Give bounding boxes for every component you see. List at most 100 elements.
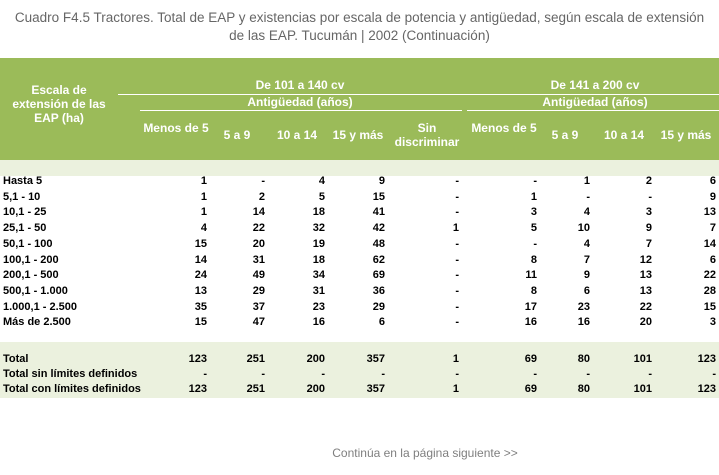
subheader-antiguedad-2: Antigüedad (años) [542, 95, 648, 109]
table-cell: 1 [200, 206, 207, 219]
table-cell: 1 [200, 190, 207, 203]
table-cell: 28 [703, 284, 716, 297]
table-cell: 2 [645, 175, 652, 187]
row-label: 5,1 - 10 [3, 190, 41, 203]
table-cell: 6 [583, 284, 590, 297]
table-cell: 9 [709, 190, 716, 203]
col-header-sin-discriminar: Sin discriminar [394, 121, 460, 149]
table-cell: 20 [252, 237, 265, 250]
table-cell: 23 [577, 300, 590, 313]
table-cell: - [533, 368, 537, 380]
table-cell: - [455, 253, 459, 266]
table-cell: 1 [452, 222, 459, 235]
header-divider-top [118, 94, 719, 95]
table-cell: 4 [318, 175, 325, 187]
table-cell: 80 [577, 383, 590, 395]
table-cell: 22 [639, 300, 652, 313]
table-cell: 20 [639, 316, 652, 329]
table-cell: 18 [312, 253, 325, 266]
table-cell: - [648, 368, 652, 380]
table-cell: 15 [194, 237, 207, 250]
table-cell: - [455, 300, 459, 313]
row-label: Más de 2.500 [3, 316, 71, 329]
table-cell: 19 [312, 237, 325, 250]
group-header-141-200: De 141 a 200 cv [550, 78, 640, 92]
table-cell: 29 [372, 300, 385, 313]
table-cell: - [455, 316, 459, 329]
table-header: Escala de extensión de las EAP (ha) De 1… [0, 58, 719, 160]
col-header-menos-5-b: Menos de 5 [471, 121, 537, 135]
col-header-10-14-a: 10 a 14 [276, 128, 318, 142]
row-label: Hasta 5 [3, 175, 43, 187]
row-label: 25,1 - 50 [3, 222, 47, 235]
table-cell: 35 [194, 300, 207, 313]
table-cell: - [455, 175, 459, 187]
table-cell: 123 [188, 383, 207, 395]
body-band-top [0, 160, 719, 176]
table-cell: 251 [246, 383, 265, 395]
table-cell: 4 [200, 222, 207, 235]
table-cell: 32 [312, 222, 325, 235]
table-cell: - [455, 237, 459, 250]
row-label: 100,1 - 200 [3, 253, 59, 266]
table-cell: 9 [583, 269, 590, 282]
table-cell: 4 [583, 237, 590, 250]
table-cell: - [455, 190, 459, 203]
table-cell: 3 [530, 206, 537, 219]
row-label: 1.000,1 - 2.500 [3, 300, 78, 313]
subheader-antiguedad-1: Antigüedad (años) [247, 95, 353, 109]
table-cell: 6 [709, 175, 716, 187]
table-cell: 14 [252, 206, 265, 219]
table-cell: 29 [252, 284, 265, 297]
table-cell: 9 [645, 222, 652, 235]
table-cell: 11 [525, 269, 537, 282]
table-cell: - [712, 368, 716, 380]
table-cell: - [261, 175, 265, 187]
table-cell: - [321, 368, 325, 380]
table-cell: 7 [645, 237, 652, 250]
table-cell: 1 [583, 175, 590, 187]
table-cell: 34 [312, 269, 325, 282]
table-cell: 69 [372, 269, 385, 282]
table-cell: 31 [252, 253, 265, 266]
table-cell: 1 [452, 353, 459, 365]
table-cell: 8 [530, 253, 537, 266]
table-cell: 62 [372, 253, 385, 266]
col-header-menos-5-a: Menos de 5 [143, 121, 209, 135]
table-cell: 17 [524, 300, 537, 313]
table-cell: 13 [703, 206, 716, 219]
table-cell: 1 [452, 383, 459, 395]
table-cell: 5 [530, 222, 537, 235]
table-cell: 251 [246, 353, 265, 365]
row-label: Total sin límites definidos [3, 368, 138, 380]
table-cell: 18 [312, 206, 325, 219]
row-label: 50,1 - 100 [3, 237, 53, 250]
table-cell: 2 [258, 190, 265, 203]
table-cell: - [533, 237, 537, 250]
group-header-101-140: De 101 a 140 cv [255, 78, 345, 92]
col-header-5-9-b: 5 a 9 [551, 128, 579, 142]
header-divider-sub-2 [467, 110, 719, 111]
continuation-note: Continúa en la página siguiente >> [332, 446, 518, 460]
table-cell: 15 [372, 190, 385, 203]
col-header-15-mas-a: 15 y más [332, 128, 384, 142]
col-header-5-9-a: 5 a 9 [223, 128, 251, 142]
table-cell: 1 [200, 175, 207, 187]
row-header-label: Escala de extensión de las EAP (ha) [12, 83, 106, 125]
col-header-15-mas-b: 15 y más [660, 128, 712, 142]
table-cell: 123 [697, 353, 716, 365]
table-cell: 101 [633, 353, 652, 365]
table-cell: 4 [583, 206, 590, 219]
table-cell: - [203, 368, 207, 380]
row-label: Total con límites definidos [3, 383, 141, 395]
table-cell: 357 [366, 353, 385, 365]
table-cell: 12 [639, 253, 652, 266]
table-cell: - [586, 368, 590, 380]
table-cell: 41 [372, 206, 385, 219]
table-cell: 69 [524, 383, 537, 395]
table-cell: - [455, 269, 459, 282]
table-cell: 37 [252, 300, 265, 313]
table-cell: 10 [577, 222, 590, 235]
table-cell: 7 [709, 222, 716, 235]
table-cell: 101 [633, 383, 652, 395]
